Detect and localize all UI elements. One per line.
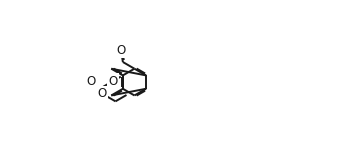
Text: O: O [86, 75, 96, 88]
Text: O: O [108, 75, 118, 88]
Text: O: O [98, 87, 107, 100]
Text: O: O [116, 44, 126, 57]
